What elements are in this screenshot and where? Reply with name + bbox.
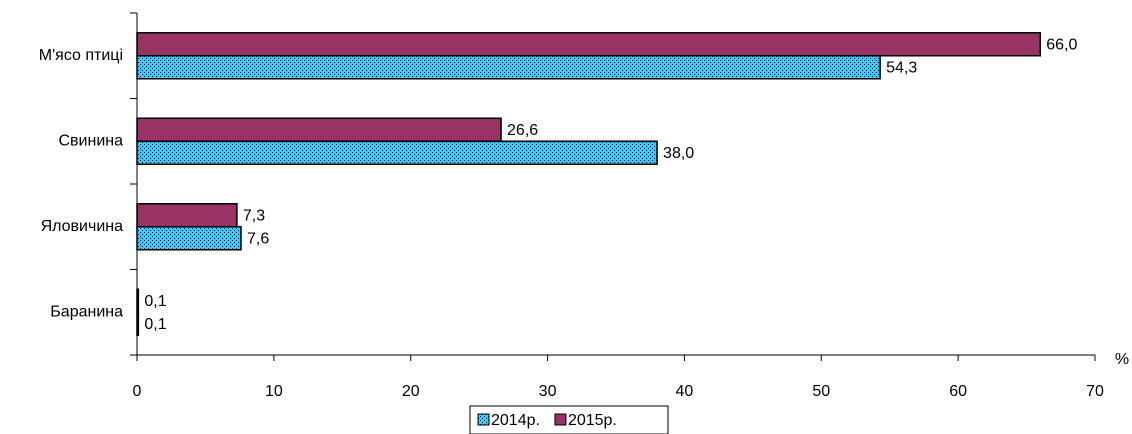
x-tick-label: 50	[812, 383, 830, 400]
bar	[136, 32, 1042, 57]
x-axis-label: %	[1115, 351, 1129, 368]
category-label: М'ясо птиці	[39, 47, 123, 64]
bar	[136, 140, 658, 165]
legend-swatch	[477, 413, 490, 426]
legend-label: 2015р.	[568, 412, 617, 429]
x-tick-label: 0	[133, 383, 142, 400]
legend-box	[469, 405, 669, 434]
x-tick-label: 20	[402, 383, 420, 400]
bar	[136, 226, 242, 251]
value-label: 7,6	[247, 230, 269, 247]
x-tick-label: 40	[676, 383, 694, 400]
value-label: 66,0	[1046, 36, 1077, 53]
value-label: 54,3	[886, 59, 917, 76]
bar	[136, 311, 140, 336]
x-tick-label: 30	[539, 383, 557, 400]
legend-swatch	[554, 413, 567, 426]
x-tick-label: 70	[1086, 383, 1104, 400]
value-label: 0,1	[144, 316, 166, 333]
legend-label: 2014р.	[491, 412, 540, 429]
bar	[136, 117, 502, 142]
value-label: 38,0	[663, 145, 694, 162]
x-tick-label: 10	[265, 383, 283, 400]
x-tick-label: 60	[949, 383, 967, 400]
category-label: Свинина	[59, 132, 124, 149]
value-label: 0,1	[144, 293, 166, 310]
bar	[136, 203, 238, 228]
category-label: Яловичина	[41, 218, 124, 235]
bar	[136, 55, 881, 80]
bar	[136, 288, 140, 313]
value-label: 7,3	[243, 207, 265, 224]
category-label: Баранина	[50, 303, 123, 320]
value-label: 26,6	[507, 122, 538, 139]
